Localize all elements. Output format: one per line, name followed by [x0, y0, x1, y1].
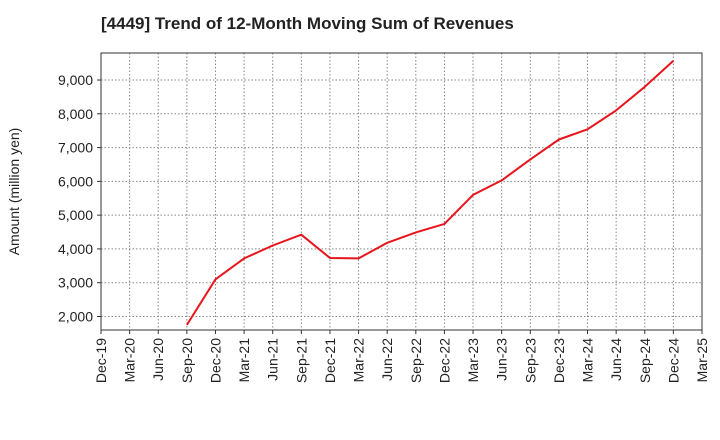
x-tick-label: Sep-20 — [179, 338, 195, 383]
x-tick-label: Mar-25 — [694, 338, 710, 383]
x-tick-label: Dec-23 — [551, 338, 567, 383]
x-tick-label: Jun-24 — [608, 338, 624, 381]
series-layer — [186, 60, 675, 326]
y-tick-label: 6,000 — [58, 173, 93, 189]
x-tick-label: Dec-22 — [436, 338, 452, 383]
x-tick-label: Dec-20 — [207, 338, 223, 383]
y-tick-label: 4,000 — [58, 241, 93, 257]
x-tick-label: Mar-22 — [351, 338, 367, 383]
y-tick-label: 2,000 — [58, 308, 93, 324]
series-line — [186, 60, 675, 326]
x-tick-label: Mar-23 — [465, 338, 481, 383]
x-tick-label: Mar-21 — [236, 338, 252, 383]
x-tick-label: Mar-24 — [580, 338, 596, 383]
x-tick-label: Dec-19 — [93, 338, 109, 383]
y-tick-label: 5,000 — [58, 207, 93, 223]
y-tick-label: 8,000 — [58, 106, 93, 122]
x-tick-label: Jun-23 — [494, 338, 510, 381]
plot-area-frame — [100, 52, 703, 331]
y-tick-label: 9,000 — [58, 72, 93, 88]
y-axis: 2,000 3,000 4,000 5,000 6,000 7,000 8,000 9,000 — [58, 72, 101, 324]
x-axis: Dec-19 Mar-20 Jun-20 Sep-20 Dec-20 Mar-21 Jun-… — [93, 330, 710, 383]
x-tick-label: Jun-21 — [265, 338, 281, 381]
x-tick-label: Mar-20 — [122, 338, 138, 383]
x-tick-label: Sep-21 — [293, 338, 309, 383]
x-tick-label: Dec-24 — [665, 338, 681, 383]
y-tick-label: 7,000 — [58, 140, 93, 156]
x-tick-label: Sep-23 — [522, 338, 538, 383]
y-axis-label: Amount (million yen) — [6, 128, 22, 256]
x-tick-label: Jun-20 — [150, 338, 166, 381]
chart-title: [4449] Trend of 12-Month Moving Sum of R… — [101, 14, 514, 33]
x-tick-label: Jun-22 — [379, 338, 395, 381]
x-tick-label: Sep-22 — [408, 338, 424, 383]
grid — [101, 53, 702, 330]
x-tick-label: Sep-24 — [637, 338, 653, 383]
x-tick-label: Dec-21 — [322, 338, 338, 383]
y-tick-label: 3,000 — [58, 275, 93, 291]
